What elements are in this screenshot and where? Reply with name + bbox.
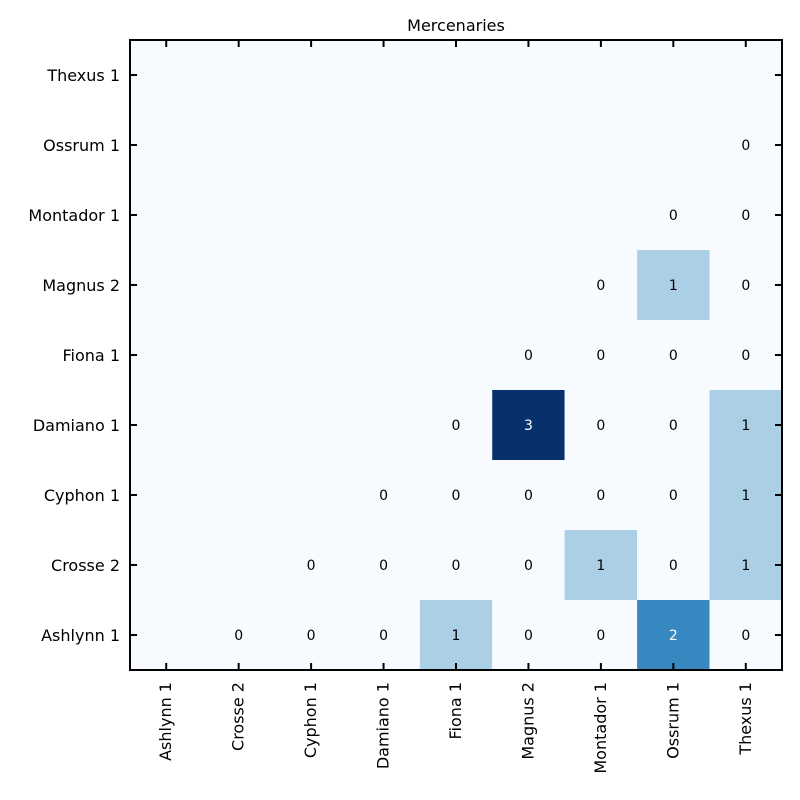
cell-value-label: 0 [741,348,750,364]
cell-value-label: 0 [669,208,678,224]
heatmap-cell-magnus-2-ossrum-1 [637,250,710,320]
heatmap-cell-ossrum-1-thexus-1 [709,110,782,180]
heatmap-cell-crosse-2-thexus-1 [709,530,782,600]
heatmap-cell-damiano-1-magnus-2 [492,390,565,460]
cell-value-label: 0 [596,418,605,434]
heatmap-cell-ashlynn-1-thexus-1 [709,600,782,670]
heatmap-cell-ashlynn-1-fiona-1 [419,600,493,670]
heatmap-cell-fiona-1-ossrum-1 [637,320,710,390]
cell-value-label: 0 [524,558,533,574]
cell-value-label: 0 [669,418,678,434]
heatmap-cell-cyphon-1-magnus-2 [492,460,565,530]
heatmap-cell-ashlynn-1-ossrum-1 [637,600,710,670]
cell-value-label: 0 [524,488,533,504]
cell-value-label: 1 [741,418,750,434]
cell-value-label: 0 [669,348,678,364]
x-tick-label-damiano-1: Damiano 1 [374,682,393,769]
heatmap-cell-cyphon-1-ossrum-1 [637,460,710,530]
cell-value-label: 3 [524,418,533,434]
x-tick-label-ashlynn-1: Ashlynn 1 [156,682,175,761]
x-tick-label-montador-1: Montador 1 [591,682,610,774]
cell-value-label: 0 [452,488,461,504]
y-tick-label-montador-1: Montador 1 [28,206,120,225]
cell-value-label: 0 [741,138,750,154]
x-tick-label-fiona-1: Fiona 1 [446,682,465,739]
y-tick-label-ossrum-1: Ossrum 1 [43,136,120,155]
cell-value-label: 0 [379,628,388,644]
cell-value-label: 0 [596,488,605,504]
heatmap-cell-crosse-2-fiona-1 [419,530,493,600]
heatmap-cell-crosse-2-ossrum-1 [637,530,710,600]
heatmap-cell-magnus-2-montador-1 [564,250,638,320]
x-tick-label-magnus-2: Magnus 2 [518,682,537,760]
cell-value-label: 0 [452,558,461,574]
cell-value-label: 0 [741,208,750,224]
cell-value-label: 1 [596,558,605,574]
cell-value-label: 0 [524,628,533,644]
heatmap-cell-fiona-1-magnus-2 [492,320,565,390]
cell-value-label: 2 [669,628,678,644]
heatmap-cell-montador-1-ossrum-1 [637,180,710,250]
heatmap-cell-damiano-1-montador-1 [564,390,638,460]
y-tick-label-ashlynn-1: Ashlynn 1 [41,626,120,645]
y-tick-label-crosse-2: Crosse 2 [51,556,120,575]
cell-value-label: 0 [379,558,388,574]
y-tick-label-magnus-2: Magnus 2 [42,276,120,295]
cell-value-label: 0 [307,558,316,574]
x-tick-label-crosse-2: Crosse 2 [229,682,248,751]
x-tick-label-cyphon-1: Cyphon 1 [301,682,320,758]
cell-layer: 0 0 0 1 0 0 2 0 0 0 0 0 1 0 1 0 0 0 0 0 1 0 3 0 0 1 0 0 0 0 0 1 0 0 0 0 [202,110,782,670]
cell-value-label: 0 [524,348,533,364]
heatmap-cell-fiona-1-thexus-1 [709,320,782,390]
heatmap-cell-cyphon-1-thexus-1 [709,460,782,530]
x-tick-label-thexus-1: Thexus 1 [736,682,755,756]
heatmap-cell-ashlynn-1-crosse-2 [202,600,275,670]
cell-value-label: 0 [741,278,750,294]
heatmap-cell-magnus-2-thexus-1 [709,250,782,320]
y-axis-labels: Ashlynn 1 Crosse 2 Cyphon 1 Damiano 1 Fiona … [28,66,120,645]
cell-value-label: 0 [669,488,678,504]
x-tick-label-ossrum-1: Ossrum 1 [663,682,682,759]
cell-value-label: 0 [596,348,605,364]
heatmap-cell-ashlynn-1-montador-1 [564,600,638,670]
heatmap-cell-crosse-2-magnus-2 [492,530,565,600]
cell-value-label: 1 [741,488,750,504]
y-tick-label-cyphon-1: Cyphon 1 [44,486,120,505]
tick-layer [130,40,782,670]
heatmap-cell-crosse-2-cyphon-1 [274,530,348,600]
cell-value-label: 0 [234,628,243,644]
heatmap-cell-crosse-2-damiano-1 [347,530,420,600]
heatmap-cell-ashlynn-1-magnus-2 [492,600,565,670]
x-axis-labels: Ashlynn 1 Crosse 2 Cyphon 1 Damiano 1 Fiona … [156,682,755,774]
cell-value-label: 0 [596,278,605,294]
cell-value-label: 1 [669,278,678,294]
heatmap-cell-damiano-1-ossrum-1 [637,390,710,460]
cell-value-label: 1 [741,558,750,574]
heatmap-cell-fiona-1-montador-1 [564,320,638,390]
heatmap-cell-damiano-1-fiona-1 [419,390,493,460]
cell-value-label: 0 [669,558,678,574]
heatmap-cell-ashlynn-1-damiano-1 [347,600,420,670]
heatmap-cell-damiano-1-thexus-1 [709,390,782,460]
heatmap-cell-crosse-2-montador-1 [564,530,638,600]
heatmap-cell-cyphon-1-fiona-1 [419,460,493,530]
heatmap-cell-ashlynn-1-cyphon-1 [274,600,348,670]
y-tick-label-fiona-1: Fiona 1 [63,346,120,365]
heatmap-cell-cyphon-1-montador-1 [564,460,638,530]
chart-title: Mercenaries [407,16,505,35]
y-tick-label-damiano-1: Damiano 1 [33,416,120,435]
heatmap-cell-cyphon-1-damiano-1 [347,460,420,530]
cell-value-label: 0 [452,418,461,434]
cell-value-label: 0 [741,628,750,644]
cell-value-label: 0 [307,628,316,644]
heatmap-cell-montador-1-thexus-1 [709,180,782,250]
cell-value-label: 0 [596,628,605,644]
cell-value-label: 1 [452,628,461,644]
y-tick-label-thexus-1: Thexus 1 [46,66,120,85]
plot-frame [129,39,783,671]
cell-value-label: 0 [379,488,388,504]
